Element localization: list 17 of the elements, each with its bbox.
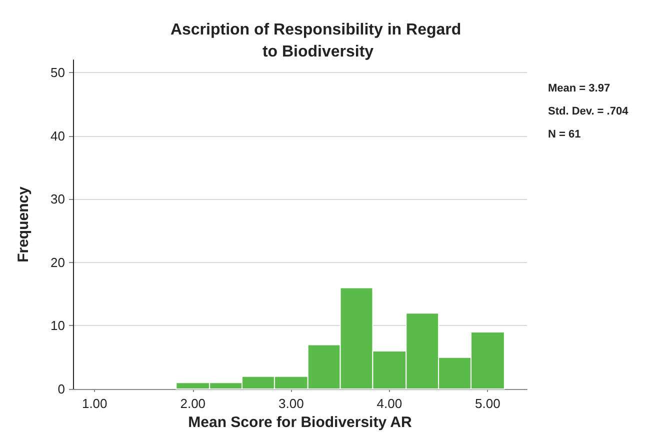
x-axis-title: Mean Score for Biodiversity AR (188, 414, 412, 431)
y-tick-label: 10 (50, 318, 65, 334)
x-tick-label: 4.00 (376, 396, 402, 411)
x-tick-label: 5.00 (475, 396, 500, 411)
x-tick-label: 3.00 (278, 396, 304, 411)
x-tick-label: 1.00 (82, 396, 108, 411)
y-axis-title: Frequency (15, 186, 32, 262)
text: Std. Dev. = .704 (548, 106, 630, 118)
y-tick-label: 50 (50, 65, 65, 80)
text: N = 61 (548, 128, 581, 140)
chart-title: Ascription of Responsibility in Regard to Biodiversity (170, 22, 466, 60)
y-tick-label: 20 (50, 254, 65, 270)
y-tick-label: 30 (50, 192, 65, 207)
y-tick-label: 0 (58, 382, 65, 396)
x-tick-label: 2.00 (180, 396, 206, 411)
y-tick-label: 40 (50, 128, 65, 144)
text: Mean = 3.97 (548, 82, 610, 94)
